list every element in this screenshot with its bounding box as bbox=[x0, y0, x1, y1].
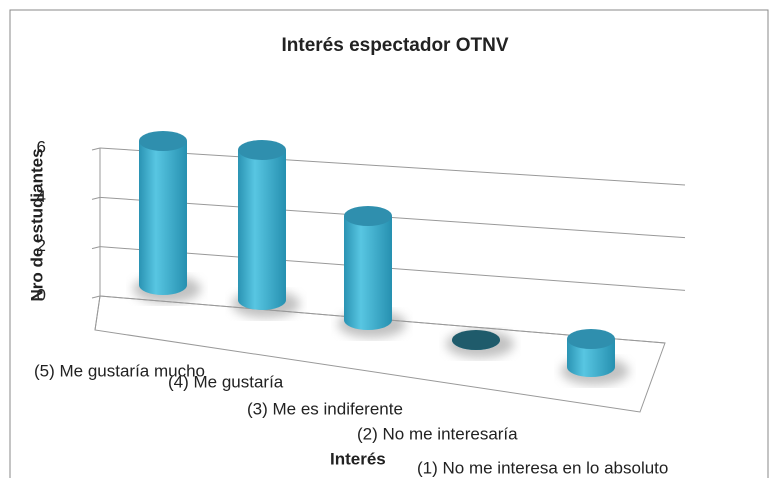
x-tick-label: (3) Me es indiferente bbox=[247, 399, 403, 418]
y-tick-label: 2 bbox=[37, 236, 46, 255]
bar bbox=[238, 140, 286, 310]
bar-body bbox=[567, 339, 615, 377]
bar-top bbox=[344, 206, 392, 226]
y-tick-label: 0 bbox=[37, 285, 46, 304]
bar-body bbox=[139, 141, 187, 295]
bar bbox=[139, 131, 187, 295]
grid-line bbox=[99, 196, 686, 239]
bar bbox=[344, 206, 392, 330]
y-tick bbox=[91, 196, 101, 200]
x-axis-title: Interés bbox=[330, 449, 386, 468]
floor-left bbox=[94, 295, 101, 331]
bar-top bbox=[567, 329, 615, 349]
y-tick-label: 6 bbox=[37, 137, 46, 156]
bar-top bbox=[452, 330, 500, 350]
x-tick-label: (1) No me interesa en lo absoluto bbox=[417, 458, 668, 477]
bar-body bbox=[238, 150, 286, 310]
grid-line bbox=[99, 246, 686, 291]
y-axis-title: Nro de estudiantes bbox=[27, 148, 46, 301]
chart-title: Interés espectador OTNV bbox=[281, 35, 508, 56]
bar bbox=[452, 330, 500, 350]
grid-line bbox=[99, 147, 686, 186]
y-tick-label: 4 bbox=[37, 187, 46, 206]
x-tick-label: (2) No me interesaría bbox=[357, 424, 518, 443]
y-tick bbox=[91, 147, 101, 151]
bar-top bbox=[139, 131, 187, 151]
x-tick-label: (5) Me gustaría mucho bbox=[34, 361, 205, 380]
y-tick bbox=[91, 246, 101, 250]
bar-top bbox=[238, 140, 286, 160]
x-tick-label: (4) Me gustaría bbox=[168, 372, 284, 391]
chart-border bbox=[9, 9, 769, 478]
y-tick bbox=[91, 295, 101, 299]
bar bbox=[567, 329, 615, 377]
bar-body bbox=[344, 216, 392, 330]
